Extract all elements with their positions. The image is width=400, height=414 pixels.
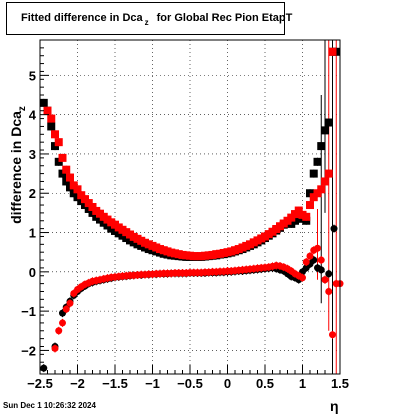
y-tick-label: 0 [29, 265, 36, 280]
x-tick-label: −1 [145, 376, 160, 391]
tick-labels: −2.5 −2 −1.5 −1 −0.5 0 0.5 1 1.5 −2 −1 0 1 2 3 4 5 [21, 68, 349, 391]
data-point [324, 118, 333, 127]
data-point [328, 47, 337, 56]
data-point [51, 344, 59, 352]
y-tick-label: 5 [29, 68, 36, 83]
data-point [302, 212, 311, 221]
data-point [325, 287, 333, 295]
data-point [317, 266, 325, 274]
data-point [325, 270, 333, 278]
data-point [55, 327, 63, 335]
y-tick-label: 1 [29, 226, 36, 241]
data-point [299, 274, 306, 282]
data-point [314, 244, 321, 252]
y-tick-label: 2 [29, 186, 36, 201]
data-point [321, 126, 329, 135]
x-tick-label: 0.5 [256, 376, 274, 391]
title-suffix: for Global Rec Pion EtapT [156, 12, 293, 24]
y-tick-label: −2 [21, 343, 36, 358]
data-point [306, 252, 314, 260]
data-point [54, 138, 63, 147]
datestamp: Sun Dec 1 10:26:32 2024 [3, 401, 96, 410]
title-box: Fitted difference in Dca z for Global Rec … [6, 2, 292, 35]
y-tick-label: −1 [21, 304, 36, 319]
data-point [73, 185, 82, 194]
data-point [294, 206, 303, 215]
axis-ticks [39, 47, 341, 374]
data-point [306, 201, 314, 210]
data-point [317, 142, 326, 151]
x-tick-label: −1.5 [102, 376, 128, 391]
data-point [329, 331, 336, 339]
y-tick-label: 3 [29, 147, 36, 162]
data-point [59, 319, 66, 327]
x-tick-label: 1 [299, 376, 306, 391]
data-point [66, 299, 74, 307]
data-point [43, 106, 52, 115]
data-point [66, 173, 74, 182]
data-point [317, 256, 325, 264]
data-point [317, 185, 326, 194]
data-point [324, 169, 333, 178]
data-point [302, 258, 310, 266]
data-point [62, 305, 70, 313]
data-point [58, 153, 67, 162]
error-bars [317, 40, 337, 374]
x-tick-label: 1.5 [331, 376, 349, 391]
data-point [321, 177, 329, 186]
x-tick-label: −2.5 [27, 376, 53, 391]
x-tick-label: 0 [224, 376, 231, 391]
x-tick-label: −2 [70, 376, 85, 391]
data-point [330, 225, 338, 233]
title-subscript: z [144, 18, 149, 27]
data-point [309, 169, 318, 178]
data-point [47, 122, 56, 131]
data-point [62, 165, 71, 174]
data-point [313, 157, 322, 166]
data-points [39, 47, 344, 373]
data-point [321, 276, 329, 284]
x-axis-label: η [330, 398, 339, 414]
chart-title: Fitted difference in Dca z for Global Rec … [21, 12, 293, 27]
x-tick-label: −0.5 [177, 376, 203, 391]
data-point [47, 114, 56, 123]
y-tick-label: 4 [29, 108, 37, 123]
data-point [51, 130, 59, 139]
title-prefix: Fitted difference in Dca [21, 12, 143, 24]
